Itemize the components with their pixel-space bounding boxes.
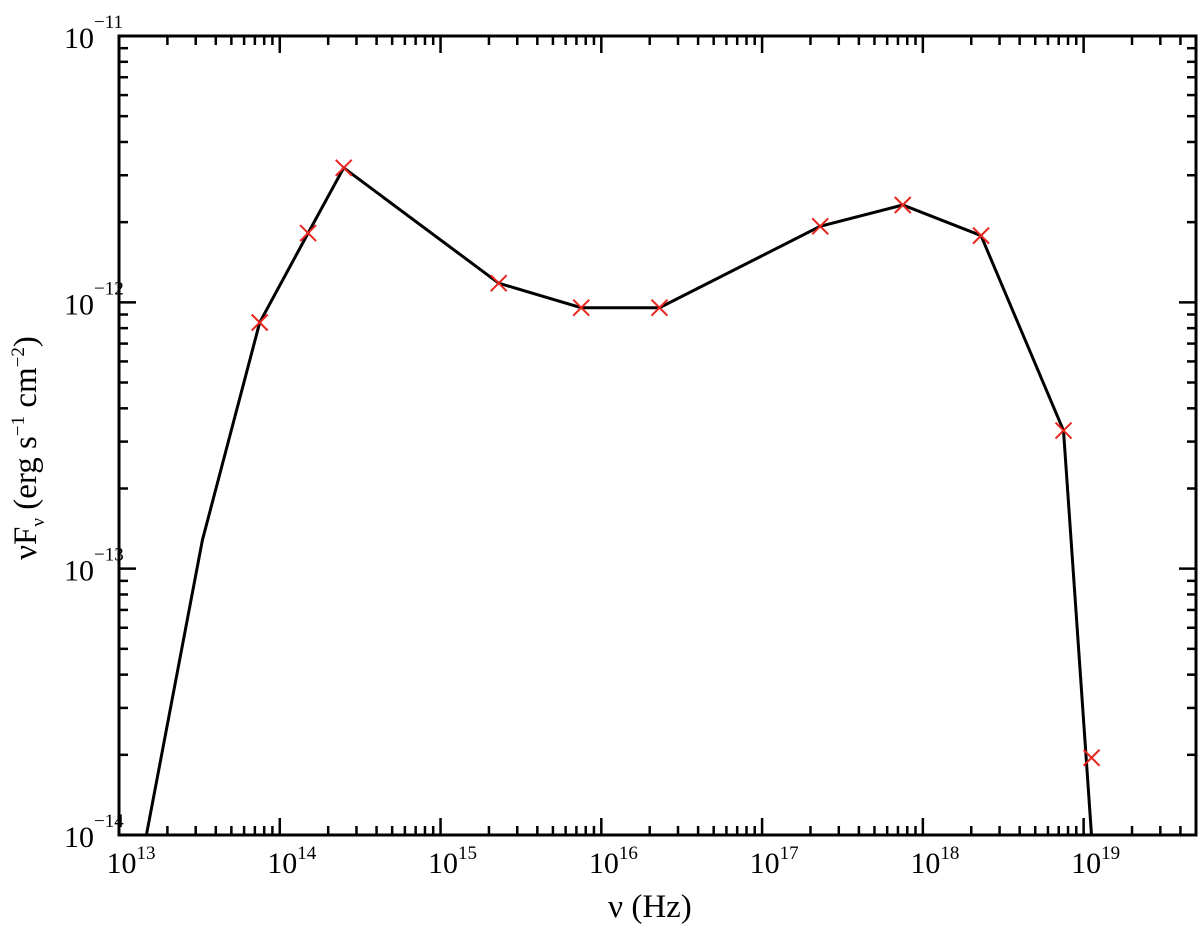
y-axis-unit-open: (erg s xyxy=(8,436,44,510)
data-point-marker xyxy=(572,298,590,317)
y-axis-unit-sup2: −2 xyxy=(8,347,29,367)
x-tick-label: 1019 xyxy=(1071,843,1120,880)
y-tick-label: 10−13 xyxy=(64,545,124,588)
marker-stroke xyxy=(572,298,590,317)
x-tick-label: 1018 xyxy=(910,843,959,880)
data-point-marker xyxy=(299,224,317,242)
marker-stroke xyxy=(299,224,317,242)
y-axis-unit-mid: cm xyxy=(8,367,44,416)
data-point-marker xyxy=(650,298,669,317)
marker-stroke xyxy=(250,313,269,332)
x-tick-label: 1015 xyxy=(428,843,477,880)
x-axis-label: ν (Hz) xyxy=(608,889,692,925)
series-line-group xyxy=(144,165,1093,836)
y-axis-label: νFν (erg s−1 cm−2) xyxy=(8,336,49,560)
marker-stroke xyxy=(1082,749,1101,767)
data-point-marker xyxy=(489,274,508,292)
data-point-marker xyxy=(335,159,353,177)
data-point-marker xyxy=(250,313,269,332)
data-point-marker xyxy=(811,217,829,235)
axis-ticks xyxy=(117,34,1198,837)
x-axis-unit: (Hz) xyxy=(631,889,691,925)
y-axis-unit-close: ) xyxy=(8,336,44,347)
marker-stroke xyxy=(811,217,829,235)
series-marker-group xyxy=(250,159,1101,767)
y-tick-label: 10−12 xyxy=(64,278,124,321)
x-tick-label: 1013 xyxy=(107,843,156,880)
y-tick-label: 10−11 xyxy=(64,12,123,55)
axis-tick-labels: 1013 1014 1015 1016 1017 1018 1019 10−14 10−13 10… xyxy=(64,12,1120,880)
y-axis-main: νF xyxy=(8,527,44,560)
y-axis-unit-sup1: −1 xyxy=(8,416,29,436)
marker-stroke xyxy=(489,274,508,292)
y-axis-sub: ν xyxy=(28,518,49,527)
marker-stroke xyxy=(335,159,353,177)
data-point-marker xyxy=(1082,749,1101,767)
data-point-marker xyxy=(1054,421,1073,440)
plot-frame xyxy=(117,34,1198,837)
marker-stroke xyxy=(972,226,990,245)
marker-stroke xyxy=(650,298,669,317)
data-point-marker xyxy=(894,196,912,214)
marker-stroke xyxy=(894,196,912,214)
series-line xyxy=(144,165,1093,836)
marker-stroke xyxy=(1054,421,1073,440)
x-axis-symbol: ν xyxy=(608,889,623,925)
x-tick-label: 1016 xyxy=(589,843,638,880)
data-point-marker xyxy=(972,226,990,245)
x-tick-label: 1017 xyxy=(750,843,799,880)
y-tick-label: 10−14 xyxy=(64,811,124,854)
x-tick-label: 1014 xyxy=(267,843,317,880)
